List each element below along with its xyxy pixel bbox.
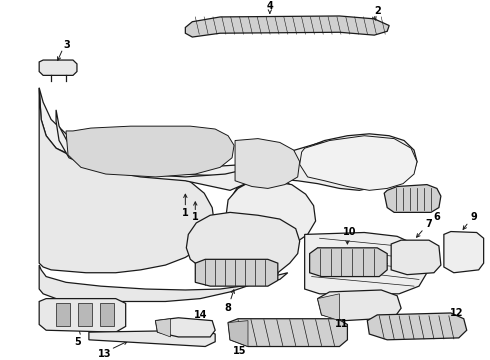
Polygon shape: [310, 248, 387, 276]
Text: 1: 1: [192, 212, 198, 222]
Polygon shape: [39, 212, 300, 301]
Text: 4: 4: [267, 1, 273, 12]
Text: 15: 15: [233, 346, 247, 356]
Text: 13: 13: [98, 349, 112, 359]
Polygon shape: [196, 259, 278, 286]
Polygon shape: [185, 16, 389, 37]
Polygon shape: [56, 303, 70, 327]
Text: 2: 2: [374, 6, 381, 16]
Polygon shape: [39, 298, 125, 332]
Polygon shape: [39, 88, 417, 236]
Polygon shape: [56, 110, 393, 248]
Text: 7: 7: [426, 219, 432, 229]
Text: 9: 9: [470, 212, 477, 222]
Text: 6: 6: [434, 212, 441, 222]
Polygon shape: [444, 231, 484, 273]
Text: 11: 11: [335, 319, 348, 329]
Polygon shape: [300, 136, 417, 190]
Polygon shape: [391, 240, 441, 275]
Polygon shape: [66, 126, 234, 177]
Polygon shape: [39, 88, 214, 273]
Text: 5: 5: [74, 337, 81, 347]
Text: 3: 3: [64, 40, 71, 50]
Text: 10: 10: [343, 228, 356, 238]
Polygon shape: [305, 233, 427, 294]
Text: 1: 1: [182, 208, 189, 218]
Polygon shape: [155, 318, 215, 337]
Polygon shape: [100, 303, 114, 327]
Text: 12: 12: [450, 308, 464, 318]
Polygon shape: [39, 60, 77, 75]
Polygon shape: [228, 319, 347, 347]
Text: 8: 8: [224, 303, 232, 313]
Polygon shape: [89, 330, 215, 347]
Polygon shape: [155, 319, 171, 337]
Polygon shape: [368, 313, 467, 340]
Polygon shape: [228, 321, 248, 347]
Polygon shape: [384, 185, 441, 212]
Polygon shape: [235, 139, 300, 188]
Polygon shape: [318, 290, 401, 321]
Polygon shape: [78, 303, 92, 327]
Text: 14: 14: [194, 310, 207, 320]
Polygon shape: [318, 294, 340, 321]
